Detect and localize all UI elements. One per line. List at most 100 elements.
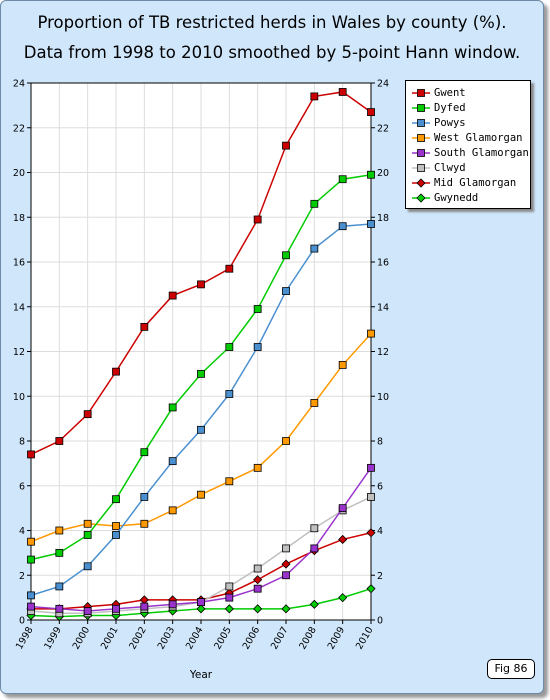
- data-point-gwent: [338, 88, 347, 96]
- data-point-west-glamorgan: [310, 399, 319, 407]
- y-tick-label-right: 2: [377, 571, 383, 582]
- chart-subtitle: Data from 1998 to 2010 smoothed by 5-poi…: [23, 43, 521, 62]
- legend-swatch-powys: [412, 119, 430, 127]
- x-tick-label: 2010: [354, 625, 376, 651]
- legend-label: South Glamorgan: [434, 147, 529, 159]
- data-point-west-glamorgan: [83, 519, 92, 528]
- data-point-south-glamorgan: [55, 604, 64, 613]
- data-point-gwynedd: [196, 604, 206, 614]
- chart-title: Proportion of TB restricted herds in Wal…: [37, 13, 507, 32]
- data-point-gwynedd: [338, 593, 348, 603]
- data-point-dyfed: [367, 170, 375, 179]
- y-tick-label-left: 14: [13, 302, 25, 313]
- data-point-dyfed: [282, 251, 290, 260]
- data-point-west-glamorgan: [27, 537, 35, 546]
- y-tick-label-left: 10: [13, 392, 25, 403]
- legend: Gwent Dyfed Powys West Glamorgan South Glamo…: [405, 80, 531, 209]
- data-point-powys: [55, 582, 64, 591]
- data-point-gwent: [55, 437, 64, 445]
- data-point-powys: [83, 562, 92, 571]
- data-point-mid-glamorgan: [338, 534, 348, 545]
- data-point-mid-glamorgan: [366, 528, 376, 538]
- data-point-dyfed: [225, 343, 234, 351]
- data-point-south-glamorgan: [310, 544, 319, 553]
- data-point-mid-glamorgan: [253, 575, 263, 585]
- data-point-powys: [112, 531, 120, 539]
- legend-swatch-dyfed: [412, 104, 430, 112]
- data-point-south-glamorgan: [338, 504, 347, 513]
- data-point-south-glamorgan: [27, 602, 35, 611]
- y-tick-label-left: 16: [13, 258, 25, 269]
- data-point-clwyd: [310, 524, 319, 533]
- data-point-powys: [367, 220, 375, 228]
- y-tick-label-left: 12: [13, 347, 25, 358]
- y-tick-label-right: 4: [377, 526, 383, 537]
- y-tick-label-left: 8: [19, 437, 25, 448]
- data-point-powys: [310, 244, 319, 253]
- x-tick-label: 2005: [212, 625, 234, 651]
- data-point-dyfed: [55, 548, 64, 557]
- legend-label: Gwynedd: [434, 192, 479, 204]
- data-point-south-glamorgan: [197, 598, 205, 606]
- data-point-south-glamorgan: [112, 604, 120, 613]
- data-point-south-glamorgan: [367, 463, 375, 472]
- y-tick-label-left: 2: [19, 571, 25, 582]
- y-tick-label-left: 6: [19, 481, 25, 492]
- data-point-powys: [282, 287, 290, 295]
- legend-swatch-clwyd: [412, 164, 430, 172]
- data-point-powys: [197, 425, 205, 434]
- data-point-gwent: [282, 141, 290, 150]
- data-point-dyfed: [197, 369, 205, 378]
- legend-swatch-gwynedd: [412, 193, 430, 203]
- y-tick-label-right: 16: [377, 258, 389, 269]
- data-point-dyfed: [168, 403, 177, 412]
- data-point-dyfed: [112, 495, 120, 504]
- data-point-dyfed: [338, 175, 347, 184]
- y-tick-label-left: 22: [13, 123, 25, 134]
- data-point-west-glamorgan: [367, 329, 375, 338]
- x-tick-label: 1999: [42, 625, 64, 651]
- x-tick-label: 2009: [326, 625, 348, 651]
- data-point-gwent: [225, 264, 234, 273]
- data-point-powys: [253, 343, 262, 351]
- y-tick-label-right: 10: [377, 392, 389, 403]
- legend-swatch-mid-glamorgan: [412, 178, 430, 188]
- data-point-gwent: [112, 367, 120, 376]
- x-tick-label: 2003: [156, 625, 178, 651]
- data-point-powys: [225, 390, 234, 398]
- data-point-gwent: [367, 108, 375, 116]
- data-point-south-glamorgan: [225, 593, 234, 602]
- data-point-powys: [27, 591, 35, 600]
- data-point-clwyd: [282, 544, 290, 553]
- legend-label: Dyfed: [434, 102, 466, 114]
- data-point-south-glamorgan: [83, 607, 92, 615]
- x-tick-label: 2004: [184, 625, 206, 651]
- y-tick-label-right: 22: [377, 123, 389, 134]
- data-point-gwent: [253, 215, 262, 224]
- y-tick-label-left: 4: [19, 526, 25, 537]
- legend-swatch-south-glamorgan: [412, 149, 430, 157]
- data-point-gwent: [310, 92, 319, 101]
- data-point-mid-glamorgan: [281, 559, 291, 569]
- data-point-west-glamorgan: [253, 463, 262, 472]
- legend-label: Mid Glamorgan: [434, 177, 517, 189]
- x-tick-label: 2001: [99, 625, 121, 651]
- data-point-gwent: [83, 410, 92, 419]
- legend-label: Gwent: [434, 87, 466, 99]
- data-point-gwynedd: [224, 604, 234, 614]
- data-point-clwyd: [367, 493, 375, 501]
- y-tick-label-right: 12: [377, 347, 389, 358]
- data-point-gwynedd: [281, 604, 291, 614]
- x-tick-label: 2006: [241, 625, 263, 651]
- x-tick-label: 2007: [269, 625, 291, 651]
- y-tick-label-right: 6: [377, 481, 383, 492]
- data-point-dyfed: [140, 448, 149, 457]
- x-axis-label: Year: [189, 669, 213, 681]
- data-point-powys: [168, 457, 177, 466]
- y-tick-label-right: 24: [377, 79, 389, 90]
- data-point-powys: [338, 222, 347, 231]
- x-tick-label: 1998: [14, 625, 36, 651]
- y-tick-label-right: 0: [377, 616, 383, 627]
- legend-swatch-gwent: [412, 89, 430, 97]
